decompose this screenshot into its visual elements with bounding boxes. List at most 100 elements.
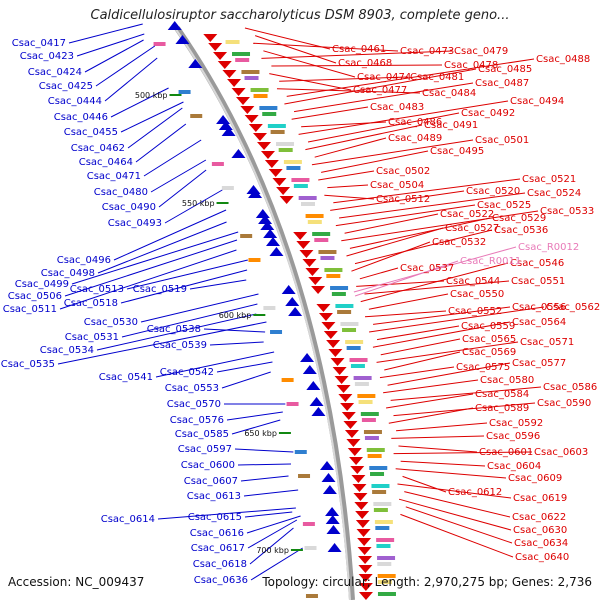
reverse-gene-label[interactable]: Csac_0577 [512,358,566,369]
reverse-gene-label[interactable]: Csac_0589 [475,403,529,414]
reverse-gene-label[interactable]: Csac_0603 [534,447,588,458]
reverse-gene-label[interactable]: Csac_0575 [456,362,510,373]
forward-gene-label[interactable]: Csac_0535 [1,359,55,370]
reverse-gene-label[interactable]: Csac_0494 [510,96,564,107]
forward-gene-label[interactable]: Csac_0464 [79,157,133,168]
reverse-gene-label[interactable]: Csac_0512 [376,194,430,205]
reverse-gene-label[interactable]: Csac_0520 [466,186,520,197]
reverse-gene-label[interactable]: Csac_0529 [492,213,546,224]
reverse-gene-label[interactable]: Csac_0485 [478,64,532,75]
reverse-gene-label[interactable]: Csac_0478 [444,60,498,71]
forward-gene-label[interactable]: Csac_0636 [194,575,248,586]
forward-gene-label[interactable]: Csac_0471 [87,171,141,182]
forward-gene-label[interactable]: Csac_0600 [181,460,235,471]
reverse-gene-label[interactable]: Csac_0590 [537,398,591,409]
reverse-gene-label[interactable]: Csac_0550 [450,289,504,300]
reverse-gene-label[interactable]: Csac_0489 [388,133,442,144]
forward-gene-label[interactable]: Csac_0480 [94,187,148,198]
reverse-gene-label[interactable]: Csac_0486 [388,117,442,128]
forward-gene-label[interactable]: Csac_0531 [65,332,119,343]
reverse-gene-label[interactable]: Csac_0630 [513,525,567,536]
forward-gene-label[interactable]: Csac_0585 [175,429,229,440]
forward-gene-label[interactable]: Csac_0530 [84,317,138,328]
reverse-gene-label[interactable]: Csac_0562 [546,302,600,313]
reverse-gene-label[interactable]: Csac_0479 [454,46,508,57]
reverse-gene-label[interactable]: Csac_0504 [370,180,424,191]
reverse-gene-label[interactable]: Csac_0473 [400,46,454,57]
reverse-gene-label[interactable]: Csac_0559 [461,321,515,332]
forward-gene-label[interactable]: Csac_0539 [153,340,207,351]
reverse-gene-label[interactable]: Csac_0612 [448,487,502,498]
reverse-gene-label[interactable]: Csac_0477 [353,85,407,96]
reverse-gene-label[interactable]: Csac_0586 [543,382,597,393]
forward-gene-label[interactable]: Csac_0613 [187,491,241,502]
rna-gene-label[interactable]: Csac_R0011 [460,256,521,267]
forward-gene-label[interactable]: Csac_0553 [165,383,219,394]
forward-gene-label[interactable]: Csac_0493 [108,218,162,229]
reverse-gene-label[interactable]: Csac_0524 [527,188,581,199]
reverse-gene-label[interactable]: Csac_0584 [475,389,529,400]
forward-gene-label[interactable]: Csac_0616 [190,528,244,539]
reverse-gene-label[interactable]: Csac_0532 [432,237,486,248]
reverse-gene-label[interactable]: Csac_0619 [513,493,567,504]
forward-gene-label[interactable]: Csac_0518 [64,298,118,309]
reverse-gene-label[interactable]: Csac_0565 [462,334,516,345]
reverse-gene-label[interactable]: Csac_0481 [410,72,464,83]
forward-gene-label[interactable]: Csac_0417 [12,38,66,49]
forward-gene-label[interactable]: Csac_0423 [20,51,74,62]
forward-gene-label[interactable]: Csac_0538 [147,324,201,335]
rna-gene-label[interactable]: Csac_R0012 [518,242,579,253]
forward-gene-label[interactable]: Csac_0615 [188,512,242,523]
reverse-gene-label[interactable]: Csac_0484 [422,88,476,99]
reverse-gene-label[interactable]: Csac_0495 [430,146,484,157]
forward-gene-label[interactable]: Csac_0446 [54,112,108,123]
forward-gene-label[interactable]: Csac_0513 [70,284,124,295]
reverse-gene-label[interactable]: Csac_0596 [486,431,540,442]
reverse-gene-label[interactable]: Csac_0527 [445,223,499,234]
reverse-gene-label[interactable]: Csac_0564 [512,317,566,328]
reverse-gene-label[interactable]: Csac_0522 [440,209,494,220]
forward-gene-label[interactable]: Csac_0490 [102,202,156,213]
reverse-gene-label[interactable]: Csac_0537 [400,263,454,274]
reverse-gene-label[interactable]: Csac_0609 [508,473,562,484]
forward-gene-label[interactable]: Csac_0607 [184,476,238,487]
reverse-gene-label[interactable]: Csac_0604 [487,461,541,472]
forward-gene-label[interactable]: Csac_0541 [99,372,153,383]
reverse-gene-label[interactable]: Csac_0501 [475,135,529,146]
forward-gene-label[interactable]: Csac_0511 [3,304,57,315]
reverse-gene-label[interactable]: Csac_0552 [448,306,502,317]
forward-gene-label[interactable]: Csac_0614 [101,514,155,525]
forward-gene-label[interactable]: Csac_0455 [64,127,118,138]
forward-gene-label[interactable]: Csac_0499 [15,279,69,290]
reverse-gene-label[interactable]: Csac_0536 [494,225,548,236]
forward-gene-label[interactable]: Csac_0425 [39,81,93,92]
reverse-gene-label[interactable]: Csac_0461 [332,44,386,55]
forward-gene-label[interactable]: Csac_0496 [57,255,111,266]
reverse-gene-label[interactable]: Csac_0546 [510,258,564,269]
reverse-gene-label[interactable]: Csac_0622 [512,512,566,523]
reverse-gene-label[interactable]: Csac_0474 [357,72,411,83]
reverse-gene-label[interactable]: Csac_0487 [475,78,529,89]
forward-gene-label[interactable]: Csac_0519 [133,284,187,295]
reverse-gene-label[interactable]: Csac_0491 [424,120,478,131]
forward-gene-label[interactable]: Csac_0534 [40,345,94,356]
forward-gene-label[interactable]: Csac_0618 [193,559,247,570]
reverse-gene-label[interactable]: Csac_0556 [512,302,566,313]
reverse-gene-label[interactable]: Csac_0592 [489,418,543,429]
reverse-gene-label[interactable]: Csac_0569 [462,347,516,358]
forward-gene-label[interactable]: Csac_0462 [71,143,125,154]
forward-gene-label[interactable]: Csac_0498 [41,268,95,279]
forward-gene-label[interactable]: Csac_0424 [28,67,82,78]
reverse-gene-label[interactable]: Csac_0580 [480,375,534,386]
reverse-gene-label[interactable]: Csac_0571 [520,337,574,348]
forward-gene-label[interactable]: Csac_0444 [48,96,102,107]
reverse-gene-label[interactable]: Csac_0601 [479,447,533,458]
reverse-gene-label[interactable]: Csac_0492 [461,108,515,119]
reverse-gene-label[interactable]: Csac_0544 [446,276,500,287]
reverse-gene-label[interactable]: Csac_0533 [540,206,594,217]
forward-gene-label[interactable]: Csac_0542 [160,367,214,378]
reverse-gene-label[interactable]: Csac_0468 [338,58,392,69]
reverse-gene-label[interactable]: Csac_0502 [376,166,430,177]
reverse-gene-label[interactable]: Csac_0551 [511,276,565,287]
reverse-gene-label[interactable]: Csac_0640 [515,552,569,563]
